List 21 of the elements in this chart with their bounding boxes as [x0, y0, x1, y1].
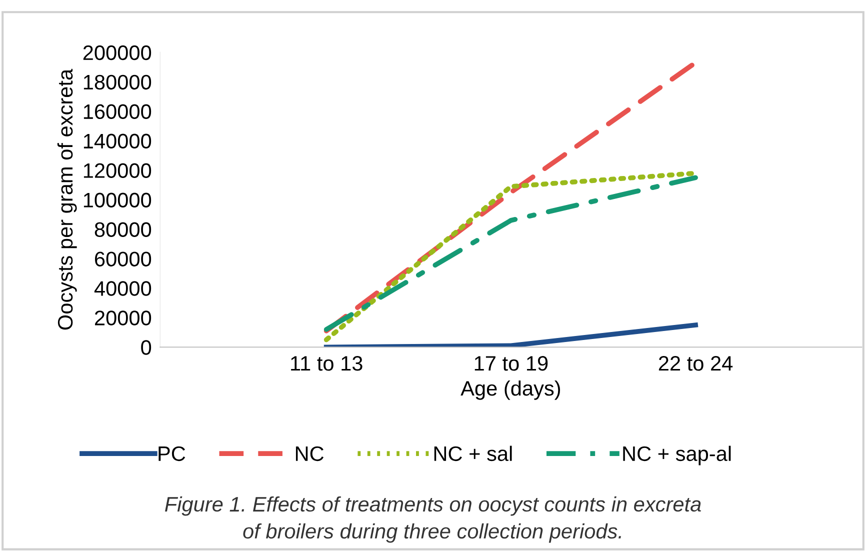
y-tick-label: 140000 [84, 134, 152, 149]
caption: Figure 1. Effects of treatments on oocyst counts in excreta of broilers during three collection periods. [165, 496, 701, 543]
y-tick-label: 80000 [94, 222, 152, 237]
legend-label: NC [296, 446, 324, 462]
x-tick-label: 11 to 13 [291, 356, 362, 371]
y-tick-label: 100000 [84, 192, 152, 208]
y-tick-label: 40000 [94, 281, 152, 296]
y-tick-label: 0 [141, 340, 152, 355]
legend-label: PC [158, 446, 186, 462]
legend-label: NC + sal [434, 446, 512, 462]
x-tick-label: 22 to 24 [658, 356, 733, 371]
x-axis-title: Age (days) [460, 380, 560, 400]
legend-label: NC + sap-al [623, 446, 731, 466]
y-tick-label: 60000 [95, 252, 152, 266]
y-tick-label: 20000 [95, 310, 152, 326]
y-axis-title: Oocysts per gram of excreta [57, 68, 77, 330]
y-tick-label: 120000 [84, 163, 152, 178]
y-tick-label: 200000 [83, 45, 152, 60]
y-tick-label: 160000 [84, 104, 152, 120]
x-tick-label: 17 to 19 [474, 356, 548, 371]
y-tick-label: 180000 [84, 74, 152, 90]
